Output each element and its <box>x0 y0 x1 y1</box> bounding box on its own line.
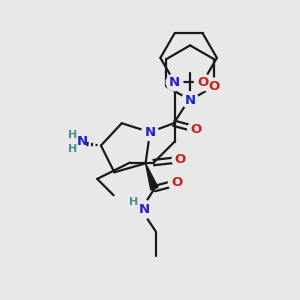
Circle shape <box>131 199 152 220</box>
Text: N: N <box>77 136 88 148</box>
Circle shape <box>182 92 198 108</box>
Text: O: O <box>208 80 219 93</box>
Polygon shape <box>146 164 158 190</box>
Circle shape <box>60 130 85 155</box>
Circle shape <box>166 74 183 91</box>
Circle shape <box>172 151 189 168</box>
Text: H: H <box>68 143 77 154</box>
Text: O: O <box>197 76 208 89</box>
Text: H: H <box>68 130 77 140</box>
Text: N: N <box>184 94 196 106</box>
Text: N: N <box>144 126 156 139</box>
Text: H: H <box>129 197 138 207</box>
Text: O: O <box>190 123 202 136</box>
Text: N: N <box>139 203 150 216</box>
Text: O: O <box>175 153 186 166</box>
Circle shape <box>168 174 185 191</box>
Text: O: O <box>171 176 182 189</box>
Circle shape <box>206 78 222 95</box>
Circle shape <box>188 121 204 137</box>
Text: N: N <box>169 76 180 89</box>
Circle shape <box>194 74 211 91</box>
Circle shape <box>142 124 158 140</box>
